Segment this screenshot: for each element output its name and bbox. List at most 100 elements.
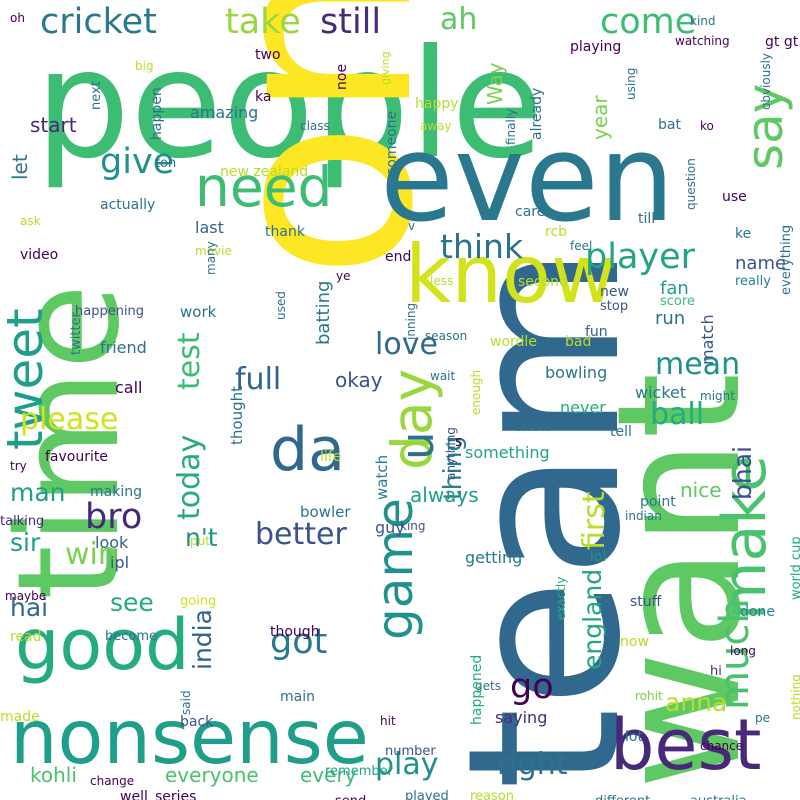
word-away: away bbox=[420, 119, 452, 133]
word-making: making bbox=[90, 484, 142, 500]
word-wordle: wordle bbox=[490, 334, 537, 350]
word-guy: guy bbox=[375, 518, 405, 537]
word-ke: ke bbox=[735, 226, 752, 242]
word-v: v bbox=[408, 219, 416, 233]
word-movie: movie bbox=[195, 244, 232, 258]
word-please: please bbox=[20, 402, 119, 437]
word-remember: remember bbox=[325, 764, 393, 779]
word-n-t: n't bbox=[185, 523, 218, 552]
word-care: care bbox=[515, 204, 546, 220]
word-less: less bbox=[430, 274, 454, 288]
word-rcb: rcb bbox=[545, 224, 568, 240]
word-life: life bbox=[320, 449, 342, 465]
word-match: match bbox=[698, 314, 717, 365]
word-change: change bbox=[90, 774, 135, 788]
word-used: used bbox=[274, 291, 288, 320]
word-kind: kind bbox=[690, 14, 716, 28]
word-class: class bbox=[300, 119, 330, 133]
word-stuff: stuff bbox=[630, 594, 662, 610]
word-might: might bbox=[700, 389, 735, 403]
word-lot: lot bbox=[625, 729, 643, 745]
word-man: man bbox=[10, 478, 66, 507]
word-though: though bbox=[270, 624, 320, 640]
word-hit: hit bbox=[380, 714, 396, 728]
word-thank: thank bbox=[265, 224, 305, 240]
word-wait: wait bbox=[430, 369, 456, 383]
word-end: end bbox=[385, 249, 412, 265]
word-last: last bbox=[195, 218, 224, 237]
word-new: new bbox=[600, 284, 629, 300]
word-played: played bbox=[405, 789, 449, 800]
word-really: really bbox=[735, 274, 771, 289]
word-hai: hai bbox=[10, 593, 49, 622]
word-show: show bbox=[515, 419, 552, 435]
word-england: england bbox=[578, 568, 607, 670]
word-till: till bbox=[638, 211, 656, 227]
word-come: come bbox=[600, 2, 697, 42]
word-bowling: bowling bbox=[545, 363, 608, 382]
word-playing: playing bbox=[570, 39, 622, 55]
word-indian: indian bbox=[625, 509, 662, 523]
word-watching: watching bbox=[675, 34, 730, 48]
word-different: different bbox=[595, 795, 650, 800]
word-well: well bbox=[120, 789, 148, 800]
word-point: point bbox=[640, 494, 676, 510]
word-mean: mean bbox=[655, 347, 741, 382]
word-everything: everything bbox=[779, 224, 794, 295]
word-ipl: ipl bbox=[110, 553, 130, 572]
word-right: right bbox=[497, 747, 568, 782]
word-every: every bbox=[300, 763, 357, 787]
word-ball: ball bbox=[650, 397, 705, 432]
word-still: still bbox=[320, 2, 382, 42]
word-put: put bbox=[190, 534, 210, 548]
word-player: player bbox=[585, 237, 696, 277]
word-anna: anna bbox=[665, 688, 728, 717]
word-many: many bbox=[204, 241, 218, 275]
word-batting: batting bbox=[313, 280, 334, 345]
word-big: big bbox=[135, 59, 154, 73]
word-let: let bbox=[8, 154, 32, 180]
word-feel: feel bbox=[570, 239, 593, 253]
word-never: never bbox=[560, 398, 606, 417]
word-even: even bbox=[380, 110, 675, 249]
word-start: start bbox=[30, 113, 77, 137]
word-saying: saying bbox=[495, 708, 548, 727]
word-rohit: rohit bbox=[635, 689, 663, 703]
word-gets: gets bbox=[475, 679, 501, 693]
word-chance: chance bbox=[700, 739, 744, 753]
word-try: try bbox=[10, 459, 27, 473]
word-everyone: everyone bbox=[165, 763, 259, 787]
word-season: season bbox=[425, 329, 468, 343]
word-done: done bbox=[740, 604, 775, 620]
word-become: become bbox=[105, 629, 158, 644]
word-nonsense: nonsense bbox=[10, 693, 369, 781]
word-hi: hi bbox=[710, 664, 722, 679]
word-bad: bad bbox=[565, 334, 592, 350]
word-amazing: amazing bbox=[190, 103, 259, 122]
word-today: today bbox=[172, 434, 207, 520]
word-got: got bbox=[270, 622, 328, 662]
word-send: send bbox=[335, 795, 366, 800]
word-better: better bbox=[255, 517, 347, 552]
word-win: win bbox=[65, 537, 117, 572]
word-need: need bbox=[195, 155, 333, 219]
word-next: next bbox=[89, 81, 104, 110]
word-finally: finally bbox=[504, 108, 518, 145]
word-australia: australia bbox=[690, 795, 747, 800]
word-question: question bbox=[684, 158, 698, 210]
word-best: best bbox=[610, 704, 762, 786]
word-video: video bbox=[20, 247, 59, 263]
word-wicket: wicket bbox=[635, 383, 687, 402]
word-think: think bbox=[440, 227, 524, 266]
word-test: test bbox=[172, 332, 207, 390]
word-okay: okay bbox=[335, 368, 383, 392]
word-someone: someone bbox=[384, 110, 400, 175]
word-actually: actually bbox=[100, 197, 156, 213]
word-using: using bbox=[624, 67, 638, 100]
word-inning: inning bbox=[404, 302, 418, 340]
word-main: main bbox=[280, 689, 315, 705]
word-giving: giving bbox=[379, 51, 392, 85]
word-thought: thought bbox=[228, 386, 246, 445]
word-reason: reason bbox=[470, 789, 514, 800]
